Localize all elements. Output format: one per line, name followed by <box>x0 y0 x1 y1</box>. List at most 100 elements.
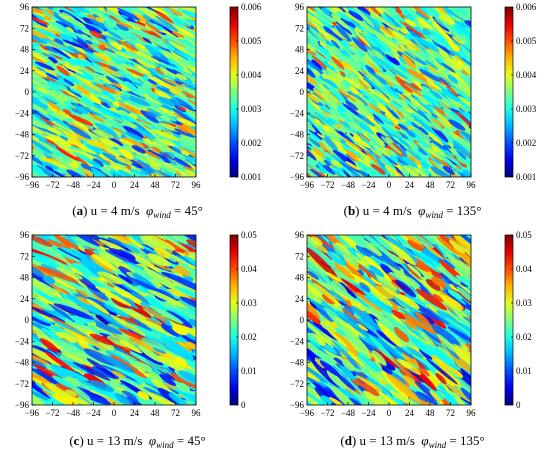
heatmap-streak <box>345 100 359 111</box>
heatmap-streak <box>171 31 185 39</box>
x-tick-label: 48 <box>151 180 161 190</box>
caption-d-angle: = 135° <box>449 433 485 448</box>
heatmap-streak <box>452 140 471 160</box>
x-tick-label: 0 <box>112 408 117 418</box>
heatmap-streak <box>34 61 55 71</box>
heatmap-streak <box>307 319 334 349</box>
heatmap-streak <box>103 24 122 35</box>
caption-c-text: u = 13 m/s <box>87 433 143 448</box>
heatmap-streak <box>61 63 85 75</box>
heatmap-streak <box>133 50 160 64</box>
heatmap-streak <box>344 76 363 91</box>
heatmap-streak <box>76 296 92 306</box>
heatmap-streak <box>33 13 46 21</box>
heatmap-streak <box>435 7 447 15</box>
heatmap-streak <box>436 116 452 130</box>
heatmap-streak <box>404 18 417 27</box>
heatmap-streak <box>317 45 334 60</box>
heatmap-streak <box>45 165 54 172</box>
heatmap-streak <box>187 141 196 149</box>
heatmap-streak <box>66 91 75 97</box>
heatmap-streak <box>376 329 397 346</box>
heatmap-streak <box>343 133 356 147</box>
heatmap-streak <box>32 47 48 63</box>
caption-b-angle: = 135° <box>446 203 482 218</box>
heatmap-streak <box>385 54 400 66</box>
heatmap-streak <box>349 86 359 95</box>
heatmap-streak <box>378 152 397 171</box>
heatmap-streak <box>364 26 375 35</box>
heatmap-streak <box>59 352 97 368</box>
heatmap-field-a <box>32 7 196 177</box>
heatmap-streak <box>108 60 134 76</box>
heatmap-streak <box>366 377 392 397</box>
caption-a-phi: φ <box>146 203 154 218</box>
heatmap-streak <box>307 270 320 280</box>
heatmap-streak <box>144 44 161 57</box>
heatmap-streak <box>95 17 105 23</box>
x-tick-label: 72 <box>171 408 180 418</box>
heatmap-streak <box>158 107 177 117</box>
heatmap-streak <box>331 339 362 371</box>
heatmap-streak <box>406 130 416 138</box>
heatmap-streak <box>413 166 435 177</box>
heatmap-streak <box>321 7 331 16</box>
heatmap-streak <box>145 22 162 34</box>
heatmap-streak <box>42 66 57 77</box>
heatmap-streak <box>422 74 446 95</box>
heatmap-streak <box>179 109 196 123</box>
heatmap-streak <box>79 97 94 106</box>
heatmap-streak <box>389 243 416 266</box>
heatmap-streak <box>357 10 375 28</box>
heatmap-streak <box>308 99 322 112</box>
heatmap-streak <box>344 55 355 63</box>
heatmap-streak <box>354 29 372 48</box>
heatmap-streak <box>96 61 111 68</box>
heatmap-streak <box>63 78 75 87</box>
heatmap-streak <box>385 165 408 177</box>
heatmap-streak <box>370 164 386 175</box>
heatmap-streak <box>365 166 378 176</box>
heatmap-streak <box>416 151 430 163</box>
heatmap-streak <box>401 351 420 369</box>
heatmap-streak <box>307 7 317 16</box>
heatmap-streak <box>98 44 107 51</box>
heatmap-streak <box>98 235 119 242</box>
heatmap-streak <box>175 305 196 317</box>
heatmap-streak <box>168 57 184 70</box>
heatmap-streak <box>129 171 145 177</box>
heatmap-streak <box>62 130 82 145</box>
heatmap-streak <box>445 40 459 52</box>
heatmap-streak <box>383 286 410 304</box>
heatmap-field-c <box>32 235 196 405</box>
caption-d-phi-sub: wind <box>428 440 447 450</box>
heatmap-streak <box>32 124 58 136</box>
heatmap-streak <box>419 68 442 83</box>
heatmap-streak <box>464 42 471 51</box>
heatmap-streak <box>455 322 471 337</box>
heatmap-streak <box>95 129 108 138</box>
heatmap-streak <box>78 354 107 366</box>
x-tick-label: −72 <box>45 180 59 190</box>
heatmap-streak <box>359 134 379 153</box>
heatmap-streak <box>185 341 196 351</box>
heatmap-streak <box>66 294 103 316</box>
colorbar-b <box>504 6 514 178</box>
heatmap-streak <box>103 144 123 159</box>
heatmap-streak <box>32 306 66 323</box>
heatmap-streak <box>415 7 432 17</box>
heatmap-streak <box>392 30 404 38</box>
heatmap-streak <box>146 369 164 382</box>
heatmap-streak <box>440 99 452 109</box>
heatmap-streak <box>154 15 179 32</box>
heatmap-streak <box>357 113 375 127</box>
heatmap-streak <box>323 26 347 46</box>
heatmap-streak <box>325 386 355 405</box>
heatmap-streak <box>161 50 177 61</box>
heatmap-streak <box>384 89 398 99</box>
heatmap-streak <box>307 297 327 312</box>
heatmap-streak <box>116 23 129 32</box>
caption-a-phi-sub: wind <box>153 210 171 220</box>
heatmap-streak <box>350 300 366 312</box>
heatmap-streak <box>307 128 322 143</box>
